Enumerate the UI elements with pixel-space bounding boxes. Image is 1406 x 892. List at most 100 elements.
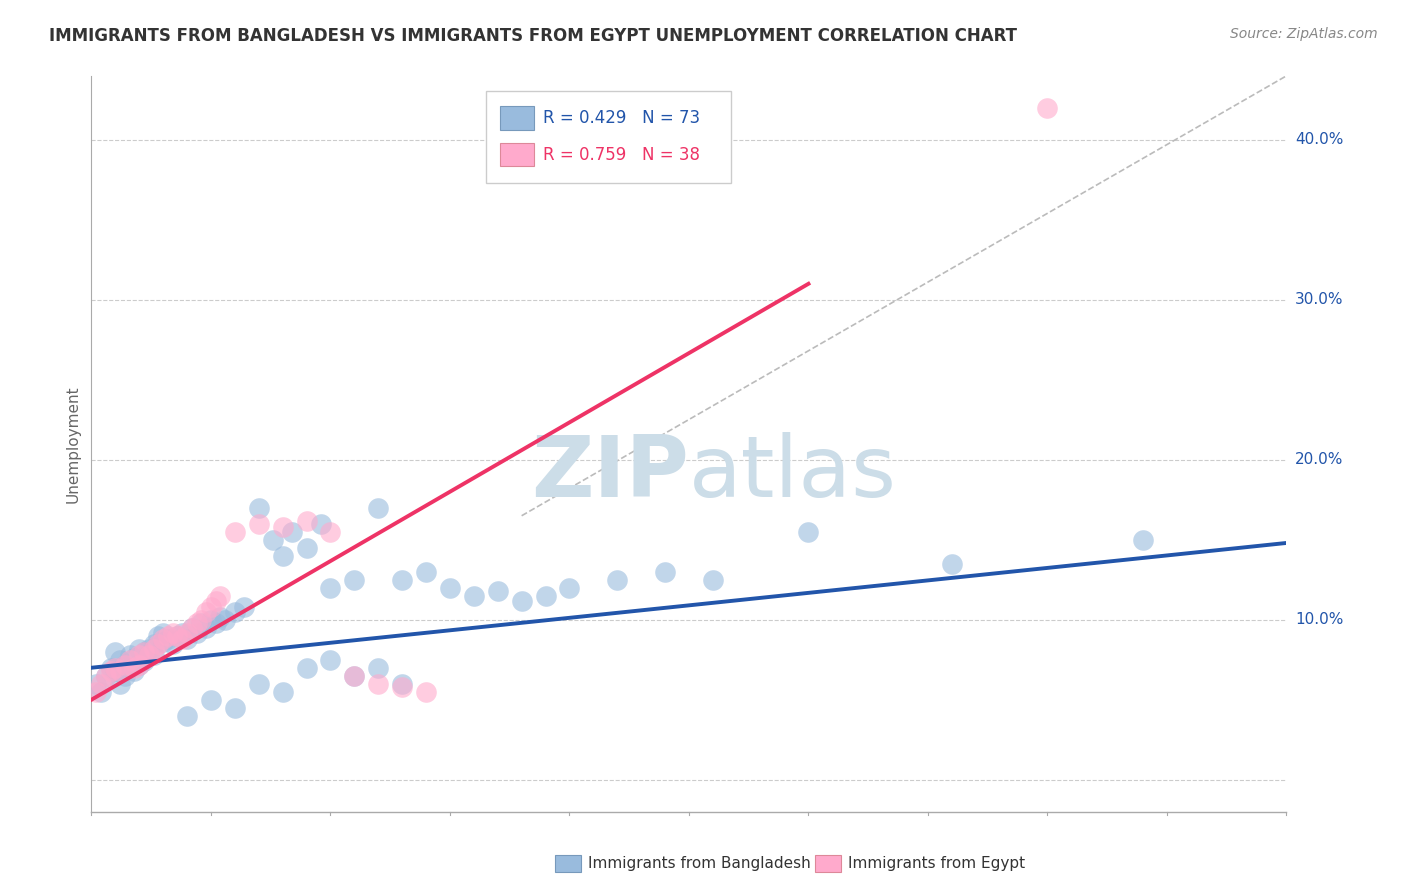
Point [128,657,150,672]
Point [100,664,122,678]
Point [190,613,212,627]
Bar [501,106,534,129]
Point [343,573,366,587]
Point [118,661,141,675]
Point [156,632,179,646]
Point [233,599,256,614]
Point [132,645,155,659]
Point [271,520,294,534]
Text: 10.0%: 10.0% [1295,612,1343,627]
Point [367,500,389,515]
Point [166,629,188,643]
Point [510,593,533,607]
Point [343,669,366,683]
Point [209,589,232,603]
Point [104,645,127,659]
Point [94,669,117,683]
Text: R = 0.759   N = 38: R = 0.759 N = 38 [543,145,700,163]
Point [204,615,226,630]
Point [180,621,202,635]
Point [1036,101,1059,115]
Point [295,661,318,675]
Point [214,613,236,627]
Point [224,700,246,714]
Point [271,684,294,698]
Point [200,692,222,706]
Point [162,637,184,651]
Point [415,565,437,579]
FancyBboxPatch shape [486,90,731,183]
Point [108,677,131,691]
Point [138,641,160,656]
Point [108,653,131,667]
Point [797,524,820,539]
Point [114,669,136,683]
Point [367,661,389,675]
Point [654,565,676,579]
Point [148,637,170,651]
Text: ZIP: ZIP [531,432,689,515]
Point [415,684,437,698]
Point [702,573,724,587]
Point [281,524,304,539]
Point [262,533,284,547]
Point [319,653,342,667]
Point [142,641,165,656]
Point [271,549,294,563]
Point [94,669,117,683]
Point [142,648,165,662]
Text: R = 0.429   N = 73: R = 0.429 N = 73 [543,109,700,127]
Point [166,629,188,643]
Point [186,625,208,640]
Point [486,584,509,599]
Point [162,625,184,640]
Text: 20.0%: 20.0% [1295,452,1343,467]
Text: Immigrants from Egypt: Immigrants from Egypt [848,856,1025,871]
Y-axis label: Unemployment: Unemployment [65,385,80,502]
Point [439,581,461,595]
Point [124,651,146,665]
Point [172,625,194,640]
Point [1132,533,1154,547]
Point [534,589,557,603]
Point [224,605,246,619]
Point [463,589,485,603]
Point [224,524,246,539]
Point [90,684,112,698]
Point [118,648,141,662]
Text: atlas: atlas [689,432,897,515]
Point [128,657,150,672]
Point [295,541,318,555]
Point [138,648,160,662]
Point [204,593,226,607]
Point [124,661,146,675]
Point [114,657,136,672]
Point [176,708,198,723]
Point [128,641,150,656]
Point [142,637,165,651]
Bar [501,143,534,166]
Point [200,613,222,627]
Point [132,654,155,668]
Text: 40.0%: 40.0% [1295,132,1343,147]
Point [343,669,366,683]
Point [172,632,194,646]
Point [391,573,413,587]
Text: IMMIGRANTS FROM BANGLADESH VS IMMIGRANTS FROM EGYPT UNEMPLOYMENT CORRELATION CHA: IMMIGRANTS FROM BANGLADESH VS IMMIGRANTS… [49,27,1017,45]
Point [156,629,179,643]
Point [152,635,174,649]
Point [195,605,218,619]
Point [606,573,628,587]
Point [247,516,270,531]
Point [558,581,581,595]
Point [209,609,232,624]
Point [319,524,342,539]
Point [114,657,136,672]
Text: Immigrants from Bangladesh: Immigrants from Bangladesh [588,856,810,871]
Point [200,599,222,614]
Text: 30.0%: 30.0% [1295,293,1343,307]
Point [152,632,174,646]
Point [367,677,389,691]
Point [108,664,131,678]
Point [176,625,198,640]
